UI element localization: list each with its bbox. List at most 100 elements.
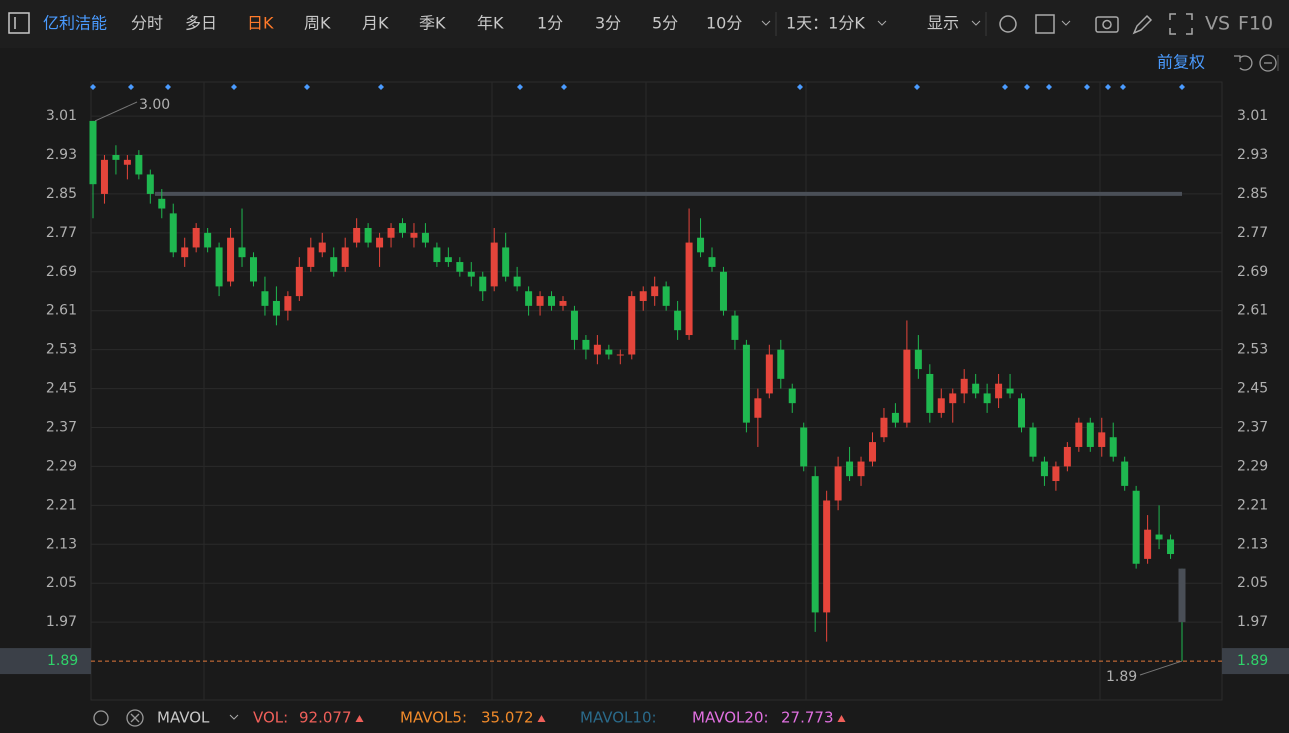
period-tab[interactable]: 月K <box>362 14 389 33</box>
event-marker <box>128 84 134 90</box>
candle-body <box>960 378 968 394</box>
y-tick-label-right: 2.13 <box>1237 536 1268 552</box>
vs-button[interactable]: VS <box>1205 13 1230 35</box>
candle-body <box>662 286 670 306</box>
period-tab[interactable]: 日K <box>247 14 274 33</box>
candle-body <box>100 159 108 194</box>
interval-select[interactable]: 1天：1分K <box>786 14 865 33</box>
candle-body <box>444 257 452 263</box>
candle-body <box>788 388 796 404</box>
event-marker <box>1084 84 1090 90</box>
y-tick-label-right: 2.29 <box>1237 458 1268 474</box>
last-price-label-right: 1.89 <box>1237 653 1268 669</box>
candle-body <box>364 227 372 243</box>
candle-body <box>891 412 899 423</box>
y-tick-label: 1.97 <box>46 614 77 630</box>
candle-body <box>1029 427 1037 457</box>
candle-body <box>1178 568 1186 623</box>
camera-icon[interactable] <box>1095 16 1119 33</box>
fullscreen-icon[interactable] <box>1169 13 1193 35</box>
event-marker <box>1179 84 1185 90</box>
zoom-out-icon[interactable] <box>1259 54 1277 72</box>
up-arrow <box>537 715 546 722</box>
chevron <box>877 20 887 26</box>
candle-body <box>1155 534 1163 540</box>
candle-body <box>937 398 945 413</box>
candle-body <box>399 223 407 233</box>
candle-body <box>834 466 842 501</box>
candle-body <box>570 310 578 340</box>
reset-icon[interactable] <box>1234 55 1253 71</box>
stock-name[interactable]: 亿利洁能 <box>43 14 107 33</box>
display-menu[interactable]: 显示 <box>927 14 959 33</box>
candle-body <box>272 300 280 316</box>
pen-icon[interactable] <box>1132 14 1153 35</box>
candle-body <box>868 442 876 462</box>
candle-body <box>903 349 911 423</box>
y-tick-label-right: 2.45 <box>1237 381 1268 397</box>
candle-body <box>811 476 819 613</box>
adjust-button[interactable]: 前复权 <box>1157 53 1205 72</box>
candle-body <box>685 242 693 336</box>
last-price-tag <box>0 648 91 675</box>
y-tick-label: 2.77 <box>46 225 77 241</box>
period-tab[interactable]: 分时 <box>131 14 163 33</box>
y-tick-label: 2.37 <box>46 419 77 435</box>
f10-button[interactable]: F10 <box>1238 13 1273 35</box>
candle-body <box>1109 437 1117 457</box>
candle-body <box>972 383 980 394</box>
period-tab[interactable]: 5分 <box>652 14 678 33</box>
period-tab[interactable]: 年K <box>477 14 504 33</box>
close-x <box>130 713 140 723</box>
settings-icon[interactable] <box>999 15 1017 33</box>
candle-body <box>593 344 601 355</box>
event-marker <box>1046 84 1052 90</box>
candle-body <box>697 237 705 253</box>
period-tab[interactable]: 周K <box>304 14 331 33</box>
y-tick-label: 2.21 <box>46 497 77 513</box>
candle-body <box>261 291 269 306</box>
y-tick-label: 2.69 <box>46 264 77 280</box>
toolbar <box>0 0 1289 48</box>
candle-body <box>777 349 785 379</box>
candle-body <box>651 286 659 297</box>
y-tick-label-right: 2.05 <box>1237 575 1268 591</box>
period-tab[interactable]: 多日 <box>185 14 217 33</box>
last-price-tag <box>1222 648 1289 675</box>
candle-body <box>616 354 624 356</box>
event-marker <box>561 84 567 90</box>
candle-body <box>823 500 831 613</box>
candle-body <box>238 247 246 258</box>
y-tick-label: 2.61 <box>46 303 77 319</box>
event-marker <box>517 84 523 90</box>
event-marker <box>1024 84 1030 90</box>
indicator-label: MAVOL20: <box>692 709 769 727</box>
candle-body <box>765 354 773 394</box>
event-marker <box>1002 84 1008 90</box>
indicator-name[interactable]: MAVOL <box>157 709 210 727</box>
period-tab[interactable]: 10分 <box>706 14 742 33</box>
annotation: 3.00 <box>139 97 170 113</box>
candle-body <box>559 300 567 306</box>
candle-body <box>983 393 991 404</box>
indicator-close[interactable] <box>126 709 144 727</box>
period-tab[interactable]: 3分 <box>595 14 621 33</box>
y-tick-label: 2.85 <box>46 186 77 202</box>
period-tab[interactable]: 季K <box>419 14 446 33</box>
candle-body <box>582 339 590 350</box>
period-tab[interactable]: 1分 <box>537 14 563 33</box>
candle-body <box>674 310 682 331</box>
indicator-value: 27.773 <box>781 709 834 727</box>
candle-body <box>880 417 888 438</box>
up-arrow <box>355 715 364 722</box>
box-icon[interactable] <box>1035 14 1055 34</box>
menu-icon[interactable] <box>8 12 30 34</box>
candle-body <box>467 271 475 277</box>
y-tick-label-right: 2.37 <box>1237 419 1268 435</box>
annotation-leader <box>1139 660 1183 676</box>
indicator-settings[interactable] <box>93 710 109 726</box>
event-marker <box>1120 84 1126 90</box>
chevron <box>971 20 981 26</box>
candle-body <box>433 247 441 263</box>
